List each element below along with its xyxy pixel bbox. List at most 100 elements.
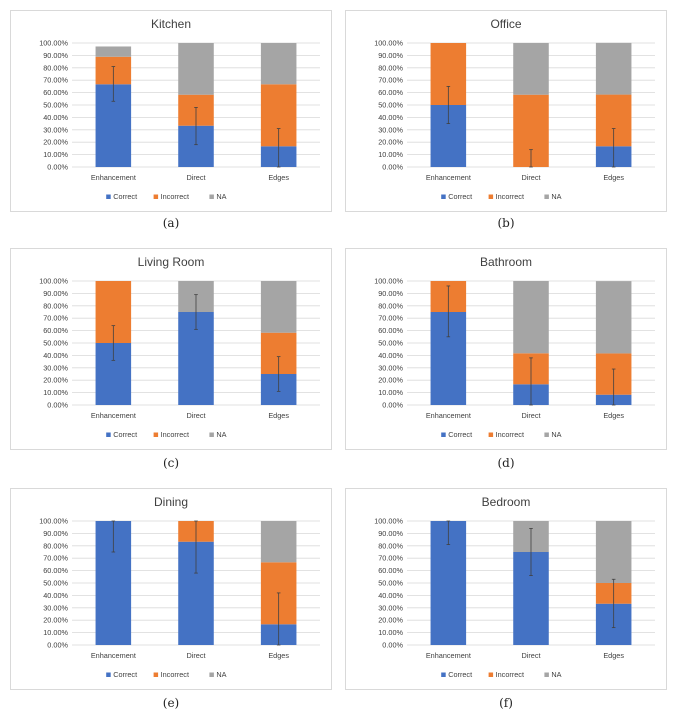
x-tick-label: Edges <box>268 173 289 182</box>
y-tick-label: 60.00% <box>378 88 403 97</box>
x-tick-label: Edges <box>268 411 289 420</box>
y-tick-label: 10.00% <box>43 388 68 397</box>
y-tick-label: 30.00% <box>378 603 403 612</box>
error-bar-edges <box>611 128 616 168</box>
caption-b: (b) <box>497 216 515 230</box>
y-tick-label: 20.00% <box>378 616 403 625</box>
x-tick-label: Edges <box>603 173 624 182</box>
legend-label-incorrect: Incorrect <box>496 670 524 679</box>
legend-label-incorrect: Incorrect <box>161 192 189 201</box>
y-tick-label: 70.00% <box>43 554 68 563</box>
x-tick-label: Direct <box>186 173 205 182</box>
y-tick-label: 60.00% <box>43 326 68 335</box>
chart-title: Dining <box>154 495 188 509</box>
y-tick-label: 0.00% <box>382 401 403 410</box>
legend-label-incorrect: Incorrect <box>496 430 524 439</box>
y-tick-label: 0.00% <box>47 163 68 172</box>
x-tick-label: Direct <box>521 651 540 660</box>
legend-swatch-correct <box>441 194 446 199</box>
y-tick-label: 30.00% <box>43 603 68 612</box>
y-tick-label: 60.00% <box>378 326 403 335</box>
legend-label-na: NA <box>216 430 226 439</box>
legend-swatch-incorrect <box>153 432 159 437</box>
y-tick-label: 50.00% <box>378 101 403 110</box>
bar-segment-na-edges <box>260 43 297 85</box>
legend: Correct Incorrect NA <box>106 670 227 679</box>
y-tick-label: 30.00% <box>378 125 403 134</box>
error-bar-edges <box>276 128 281 168</box>
error-bar-direct <box>529 357 533 406</box>
legend-label-na: NA <box>551 670 561 679</box>
y-tick-label: 40.00% <box>43 591 68 600</box>
y-tick-label: 30.00% <box>43 363 68 372</box>
x-tick-label: Edges <box>603 411 624 420</box>
legend-label-na: NA <box>551 192 561 201</box>
chart-svg: Office 0.00% 10.00% 20.00% 30.00% 40.00% 50.00… <box>345 10 667 212</box>
x-tick-label: Direct <box>521 411 540 420</box>
y-tick-label: 60.00% <box>43 88 68 97</box>
legend-swatch-na <box>544 194 549 199</box>
legend-label-incorrect: Incorrect <box>496 192 524 201</box>
x-tick-label: Enhancement <box>426 173 471 182</box>
legend-label-correct: Correct <box>113 430 137 439</box>
error-bar-enhancement <box>111 520 116 553</box>
x-tick-label: Enhancement <box>426 411 471 420</box>
y-tick-label: 20.00% <box>43 138 68 147</box>
bar-segment-na-edges <box>595 281 632 354</box>
x-tick-label: Enhancement <box>91 173 136 182</box>
legend-swatch-na <box>544 672 549 677</box>
legend-swatch-na <box>209 672 214 677</box>
bar-segment-na-direct <box>513 281 549 354</box>
y-tick-label: 100.00% <box>39 39 68 48</box>
legend-label-correct: Correct <box>448 192 472 201</box>
legend-label-na: NA <box>551 430 561 439</box>
y-tick-label: 40.00% <box>43 351 68 360</box>
chart-svg: Bathroom 0.00% 10.00% 20.00% 30.00% 40.00% 50.… <box>345 248 667 450</box>
x-tick-label: Enhancement <box>426 651 471 660</box>
bar-segment-na-enhancement <box>95 46 132 57</box>
y-tick-label: 30.00% <box>43 125 68 134</box>
x-tick-label: Enhancement <box>91 651 136 660</box>
legend-swatch-incorrect <box>488 432 494 437</box>
y-tick-label: 90.00% <box>43 289 68 298</box>
y-tick-label: 60.00% <box>43 566 68 575</box>
caption-d: (d) <box>497 456 515 470</box>
y-tick-label: 90.00% <box>43 529 68 538</box>
legend-swatch-incorrect <box>488 672 494 677</box>
y-tick-label: 100.00% <box>374 517 403 526</box>
y-tick-label: 20.00% <box>43 376 68 385</box>
chart-panel-bedroom: Bedroom 0.00% 10.00% 20.00% 30.00% 40.00% 50.0… <box>345 488 667 690</box>
y-tick-label: 10.00% <box>378 628 403 637</box>
error-bar-direct <box>529 528 533 576</box>
chart-panel-kitchen: Kitchen 0.00% 10.00% 20.00% 30.00% 40.00% 50.0… <box>10 10 332 212</box>
error-bar-direct <box>194 520 198 574</box>
legend-label-correct: Correct <box>113 192 137 201</box>
legend-label-incorrect: Incorrect <box>161 430 189 439</box>
y-tick-label: 0.00% <box>47 401 68 410</box>
legend-label-correct: Correct <box>448 430 472 439</box>
chart-panel-bathroom: Bathroom 0.00% 10.00% 20.00% 30.00% 40.00% 50.… <box>345 248 667 450</box>
y-tick-label: 80.00% <box>43 541 68 550</box>
y-tick-label: 70.00% <box>43 314 68 323</box>
y-tick-label: 80.00% <box>378 63 403 72</box>
chart-panel-living-room: Living Room 0.00% 10.00% 20.00% 30.00% 40.00%… <box>10 248 332 450</box>
chart-title: Bathroom <box>480 255 532 269</box>
chart-svg: Kitchen 0.00% 10.00% 20.00% 30.00% 40.00% 50.0… <box>10 10 332 212</box>
y-tick-label: 40.00% <box>43 113 68 122</box>
y-tick-label: 40.00% <box>378 591 403 600</box>
error-bar-direct <box>529 149 533 168</box>
y-tick-label: 70.00% <box>378 554 403 563</box>
y-tick-label: 50.00% <box>378 339 403 348</box>
legend: Correct Incorrect NA <box>441 192 562 201</box>
y-tick-label: 70.00% <box>378 76 403 85</box>
y-tick-label: 0.00% <box>47 641 68 650</box>
chart-svg: Living Room 0.00% 10.00% 20.00% 30.00% 40.00%… <box>10 248 332 450</box>
y-tick-label: 80.00% <box>43 301 68 310</box>
legend-swatch-na <box>209 194 214 199</box>
error-bar-edges <box>611 368 616 406</box>
legend: Correct Incorrect NA <box>441 670 562 679</box>
x-tick-label: Direct <box>186 651 205 660</box>
legend-swatch-correct <box>106 194 111 199</box>
x-tick-label: Edges <box>603 651 624 660</box>
y-tick-label: 90.00% <box>43 51 68 60</box>
